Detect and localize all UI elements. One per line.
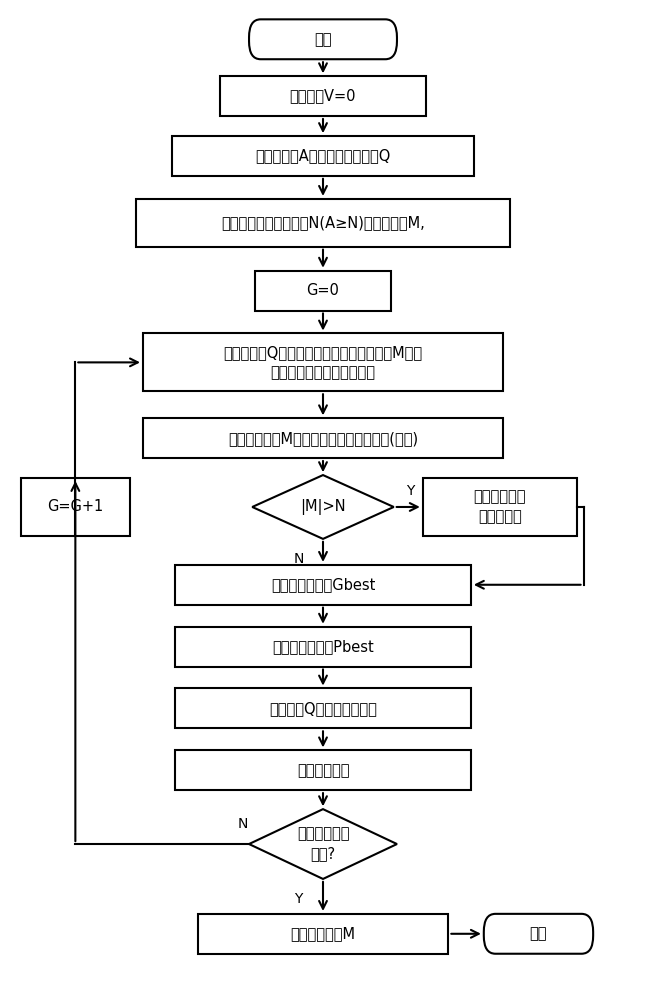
Text: 结束: 结束 [530,926,547,941]
Text: 输出外部种群M: 输出外部种群M [291,926,355,941]
Bar [172,136,474,176]
Text: 是否达到最大
迭代?: 是否达到最大 迭代? [297,827,349,861]
FancyBboxPatch shape [484,914,593,954]
Text: 更新全局最优值Gbest: 更新全局最优值Gbest [271,577,375,592]
Text: 将内部种群Q中非支配个体拷贝至外部种群M，并
排除重复个体与被支配个体: 将内部种群Q中非支配个体拷贝至外部种群M，并 排除重复个体与被支配个体 [224,345,422,380]
Text: 更新每个粒子的Pbest: 更新每个粒子的Pbest [272,639,374,654]
Text: 内部种群Q中粒子变异运算: 内部种群Q中粒子变异运算 [269,701,377,716]
Bar [175,688,471,728]
Text: Y: Y [406,484,414,498]
Text: G=0: G=0 [307,283,339,298]
Polygon shape [249,809,397,879]
Text: Y: Y [295,892,303,906]
Bar [143,333,503,391]
Text: N: N [238,817,248,831]
Bar [175,627,471,667]
Text: 计算外部种群M中个体的拥挤距离并排列(降序): 计算外部种群M中个体的拥挤距离并排列(降序) [228,431,418,446]
Text: |M|>N: |M|>N [300,499,346,515]
Bar [143,418,503,458]
Bar [255,271,391,311]
Bar [175,750,471,790]
Text: 剔除超出档案
规模的粒子: 剔除超出档案 规模的粒子 [474,490,526,524]
Text: 开始: 开始 [314,32,332,47]
Text: 创建空的最大个体数为N(A≥N)的外部种群M,: 创建空的最大个体数为N(A≥N)的外部种群M, [221,215,425,230]
Bar [136,199,510,247]
Text: 初始化包括A个个体的内部种群Q: 初始化包括A个个体的内部种群Q [255,148,391,163]
Text: G=G+1: G=G+1 [47,499,103,514]
FancyBboxPatch shape [249,19,397,59]
Bar [220,76,426,116]
Bar [422,478,577,536]
Text: 更新位置公式: 更新位置公式 [297,763,349,778]
Text: 初始速度V=0: 初始速度V=0 [290,89,356,104]
Bar [175,565,471,605]
Bar [198,914,448,954]
Bar [21,478,130,536]
Text: N: N [293,552,304,566]
Polygon shape [252,475,394,539]
